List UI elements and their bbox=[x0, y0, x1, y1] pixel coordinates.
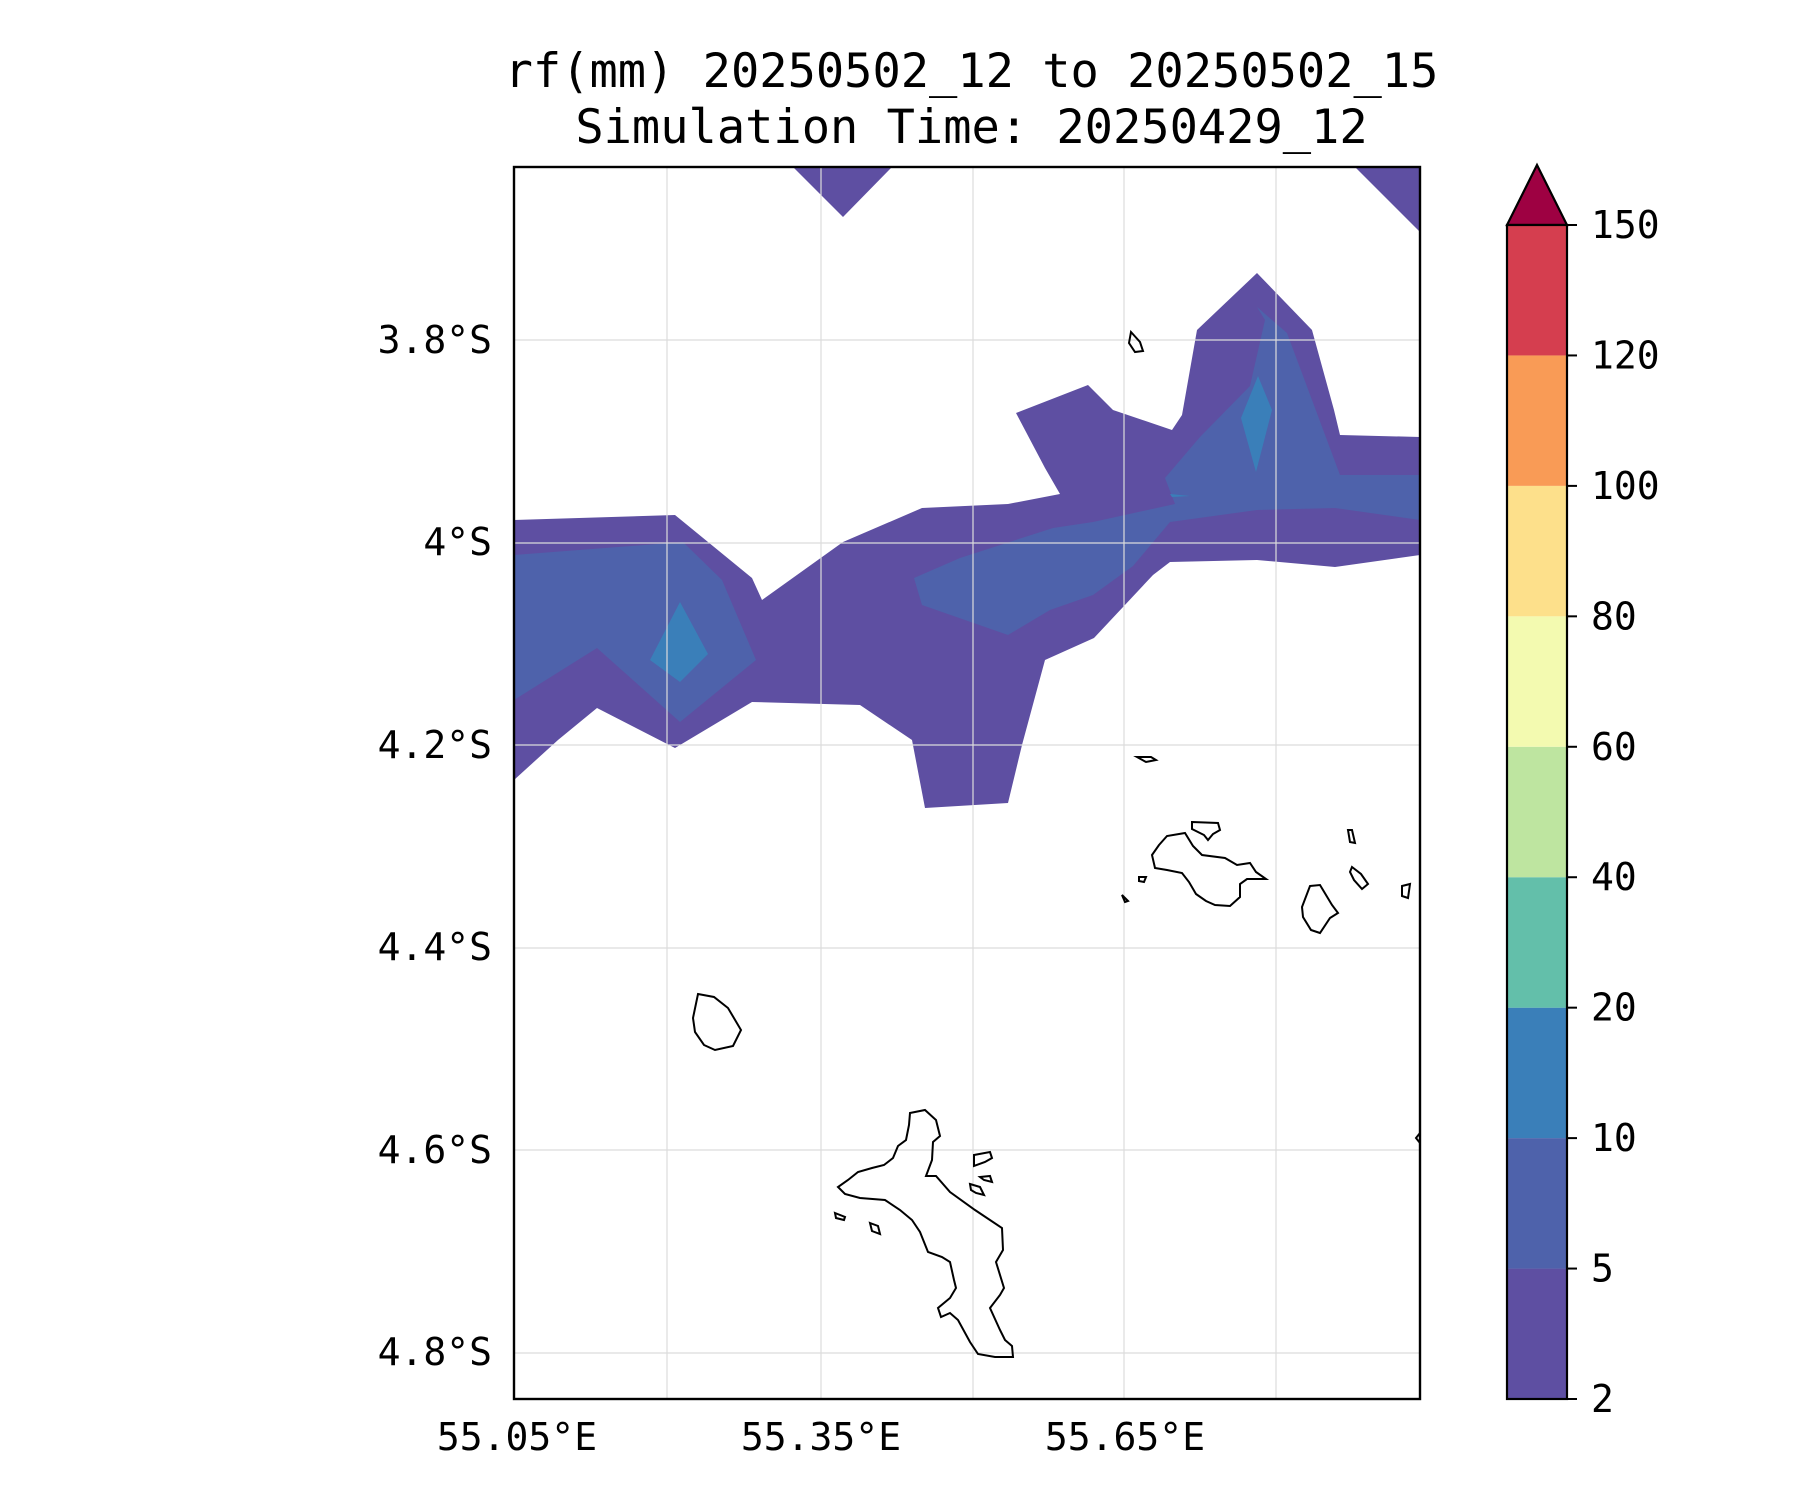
lon-label: 55.35°E bbox=[741, 1415, 901, 1459]
colorbar-segment bbox=[1507, 1007, 1567, 1139]
colorbar-label: 100 bbox=[1591, 464, 1660, 508]
praslin-island bbox=[1150, 831, 1270, 908]
rainfall-contour-5-10 bbox=[514, 307, 1420, 722]
islet-12 bbox=[833, 1211, 847, 1222]
rainfall-contour-10-20 bbox=[650, 376, 1272, 682]
colorbar-segment bbox=[1507, 877, 1567, 1008]
islet-5 bbox=[1346, 829, 1357, 845]
lon-label: 55.65°E bbox=[1045, 1415, 1205, 1459]
colorbar-segment bbox=[1507, 355, 1567, 486]
islet-7 bbox=[1401, 882, 1412, 900]
islet-10 bbox=[977, 1174, 994, 1184]
chart-title-line-1: rf(mm) 20250502_12 to 20250502_15 bbox=[504, 44, 1439, 99]
lat-label: 3.8°S bbox=[378, 318, 492, 362]
lat-label: 4.8°S bbox=[378, 1330, 492, 1374]
islet-2 bbox=[1133, 756, 1159, 764]
colorbar-label: 10 bbox=[1591, 1116, 1637, 1160]
colorbar-segment bbox=[1507, 1138, 1567, 1269]
colorbar-label: 120 bbox=[1591, 333, 1660, 377]
colorbar-label: 40 bbox=[1591, 855, 1637, 899]
silhouette-island bbox=[691, 992, 743, 1052]
colorbar-label: 5 bbox=[1591, 1247, 1614, 1291]
colorbar-label: 2 bbox=[1591, 1377, 1614, 1421]
islet-11 bbox=[968, 1182, 986, 1197]
colorbar-label: 20 bbox=[1591, 986, 1637, 1030]
islet-8 bbox=[1414, 1131, 1420, 1145]
colorbar-segment bbox=[1507, 746, 1567, 878]
latitude-labels: 3.8°S 4°S 4.2°S 4.4°S 4.6°S 4.8°S bbox=[378, 318, 492, 1374]
map-gridlines bbox=[514, 167, 1420, 1399]
la-digue-island bbox=[1300, 883, 1340, 935]
lon-label: 55.05°E bbox=[437, 1415, 597, 1459]
islet-13 bbox=[868, 1221, 882, 1236]
islet-3 bbox=[1138, 876, 1148, 884]
rainfall-contour-2-5 bbox=[514, 167, 1420, 808]
curieuse-island bbox=[1191, 820, 1222, 842]
islet-4 bbox=[1121, 894, 1130, 904]
colorbar-extend-arrow bbox=[1505, 162, 1569, 227]
longitude-labels: 55.05°E 55.35°E 55.65°E bbox=[437, 1415, 1205, 1459]
colorbar-segment bbox=[1507, 1268, 1567, 1399]
colorbar-label: 150 bbox=[1591, 203, 1660, 247]
lat-label: 4.2°S bbox=[378, 723, 492, 767]
chart-title-line-2: Simulation Time: 20250429_12 bbox=[575, 100, 1368, 155]
lat-label: 4.4°S bbox=[378, 925, 492, 969]
colorbar-segment bbox=[1507, 225, 1567, 356]
lat-label: 4.6°S bbox=[378, 1128, 492, 1172]
mahe-island bbox=[836, 1108, 1015, 1358]
colorbar-segment bbox=[1507, 616, 1567, 747]
map-panel: 3.8°S 4°S 4.2°S 4.4°S 4.6°S 4.8°S 55.05°… bbox=[378, 165, 1422, 1459]
colorbar-frame bbox=[1505, 223, 1569, 1401]
islet-6 bbox=[1348, 865, 1370, 891]
coastlines bbox=[691, 329, 1420, 1358]
islet-9 bbox=[973, 1150, 994, 1168]
islet-1 bbox=[1127, 329, 1145, 354]
lat-label: 4°S bbox=[423, 520, 492, 564]
map-frame bbox=[512, 165, 1422, 1401]
colorbar-segment bbox=[1507, 485, 1567, 617]
colorbar-label: 60 bbox=[1591, 725, 1637, 769]
colorbar: 2 5 10 20 40 60 80 100 120 150 bbox=[1505, 162, 1660, 1421]
colorbar-label: 80 bbox=[1591, 594, 1637, 638]
